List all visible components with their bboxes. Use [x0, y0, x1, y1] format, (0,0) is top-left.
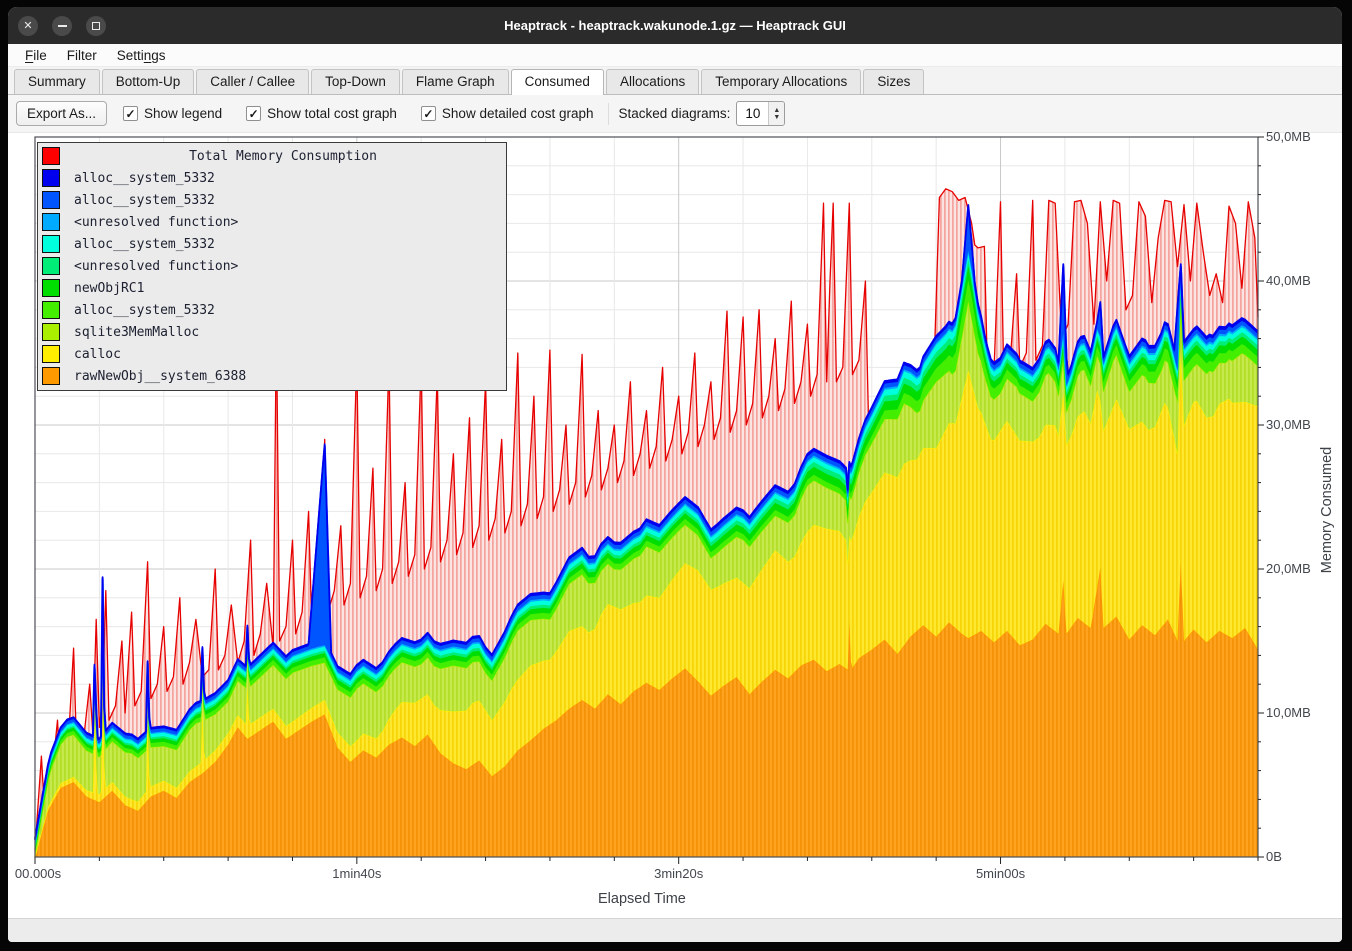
- spinner-value: 10: [745, 106, 761, 121]
- legend-swatch: [42, 191, 60, 209]
- x-tick-label: 3min20s: [654, 866, 704, 881]
- legend-swatch: [42, 213, 60, 231]
- legend-swatch: [42, 169, 60, 187]
- legend-item: rawNewObj__system_6388: [38, 365, 506, 387]
- menu-item[interactable]: Settings: [116, 47, 166, 63]
- spinner-down-icon[interactable]: ▼: [773, 113, 781, 121]
- export-as-button[interactable]: Export As...: [16, 101, 108, 126]
- y-tick-label: 10,0MB: [1266, 705, 1311, 720]
- y-tick-label: 50,0MB: [1266, 129, 1311, 144]
- y-tick-label: 0B: [1266, 849, 1282, 864]
- tab[interactable]: Temporary Allocations: [701, 69, 862, 94]
- stacked-diagrams-label: Stacked diagrams:: [618, 106, 731, 121]
- legend-swatch: [42, 257, 60, 275]
- tab[interactable]: Summary: [14, 69, 100, 94]
- status-bar: [8, 918, 1342, 942]
- legend-label: <unresolved function>: [74, 258, 239, 274]
- legend-item: alloc__system_5332: [38, 167, 506, 189]
- stacked-diagrams-spinner[interactable]: 10 ▲ ▼: [736, 101, 786, 126]
- legend-label: newObjRC1: [74, 280, 145, 296]
- tab[interactable]: Consumed: [510, 69, 604, 95]
- x-tick-label: 1min40s: [332, 866, 382, 881]
- checkbox[interactable]: ✓: [123, 106, 139, 121]
- legend-swatch: [42, 235, 60, 253]
- maximize-icon[interactable]: [86, 15, 106, 36]
- legend-item: newObjRC1: [38, 277, 506, 299]
- y-tick-label: 30,0MB: [1266, 417, 1311, 432]
- legend-swatch: [42, 345, 60, 363]
- legend-label: <unresolved function>: [74, 214, 239, 230]
- legend-item: alloc__system_5332: [38, 233, 506, 255]
- checkbox[interactable]: ✓: [420, 106, 436, 121]
- menu-item[interactable]: File: [25, 47, 47, 63]
- checkbox-group: ✓ Show legend: [123, 106, 222, 121]
- minimize-icon[interactable]: [52, 15, 72, 36]
- checkbox-group: ✓ Show total cost graph: [246, 106, 397, 121]
- tab[interactable]: Allocations: [605, 69, 700, 94]
- checkbox-group: ✓ Show detailed cost graph: [420, 106, 594, 121]
- legend-swatch: [42, 279, 60, 297]
- heaptrack-window: ✕ Heaptrack - heaptrack.wakunode.1.gz — …: [8, 7, 1342, 942]
- legend-title-row: Total Memory Consumption: [38, 145, 506, 167]
- legend-item: <unresolved function>: [38, 255, 506, 277]
- legend-label: alloc__system_5332: [74, 192, 215, 208]
- spinner-buttons: ▲ ▼: [768, 102, 785, 125]
- legend-item: <unresolved function>: [38, 211, 506, 233]
- legend-label: alloc__system_5332: [74, 302, 215, 318]
- legend-item: calloc: [38, 343, 506, 365]
- legend-label: alloc__system_5332: [74, 236, 215, 252]
- tab[interactable]: Flame Graph: [401, 69, 509, 94]
- x-tick-label: 00.000s: [14, 866, 62, 881]
- toolbar: Export As... ✓ Show legend ✓ Show total …: [8, 95, 1342, 133]
- legend-swatch-total: [42, 147, 60, 165]
- y-tick-label: 40,0MB: [1266, 273, 1311, 288]
- legend-label: rawNewObj__system_6388: [74, 368, 247, 384]
- tab[interactable]: Bottom-Up: [101, 69, 195, 94]
- spinner-up-icon[interactable]: ▲: [773, 106, 781, 114]
- checkbox-label: Show detailed cost graph: [441, 106, 594, 121]
- tab[interactable]: Caller / Callee: [196, 69, 310, 94]
- chart-legend: Total Memory Consumption alloc__system_5…: [37, 142, 507, 391]
- checkbox[interactable]: ✓: [246, 106, 262, 121]
- chart-plot-area: [33, 136, 1264, 864]
- tab[interactable]: Top-Down: [311, 69, 400, 94]
- toolbar-separator: [607, 102, 609, 125]
- legend-label: alloc__system_5332: [74, 170, 215, 186]
- legend-label: sqlite3MemMalloc: [74, 324, 200, 340]
- y-tick-label: 20,0MB: [1266, 561, 1311, 576]
- x-axis-title: Elapsed Time: [598, 891, 686, 907]
- y-axis-title: Memory Consumed: [1319, 446, 1335, 574]
- window-controls: ✕: [18, 15, 106, 36]
- legend-swatch: [42, 301, 60, 319]
- legend-swatch: [42, 323, 60, 341]
- checkbox-label: Show legend: [144, 106, 223, 121]
- title-bar: ✕ Heaptrack - heaptrack.wakunode.1.gz — …: [8, 7, 1342, 44]
- x-tick-label: 5min00s: [975, 866, 1026, 881]
- checkbox-label: Show total cost graph: [267, 106, 397, 121]
- legend-label: calloc: [74, 346, 121, 362]
- menu-item[interactable]: Filter: [66, 47, 97, 63]
- window-title: Heaptrack - heaptrack.wakunode.1.gz — He…: [504, 18, 846, 33]
- legend-item: alloc__system_5332: [38, 299, 506, 321]
- tab-bar: Summary Bottom-Up Caller / Callee Top-Do…: [8, 67, 1342, 95]
- menu-bar: File Filter Settings: [8, 44, 1342, 67]
- legend-item: alloc__system_5332: [38, 189, 506, 211]
- legend-item: sqlite3MemMalloc: [38, 321, 506, 343]
- tab[interactable]: Sizes: [863, 69, 925, 94]
- legend-title: Total Memory Consumption: [189, 148, 377, 164]
- close-icon[interactable]: ✕: [18, 15, 38, 36]
- legend-swatch: [42, 367, 60, 385]
- memory-consumption-chart: Total Memory Consumption alloc__system_5…: [8, 129, 1342, 918]
